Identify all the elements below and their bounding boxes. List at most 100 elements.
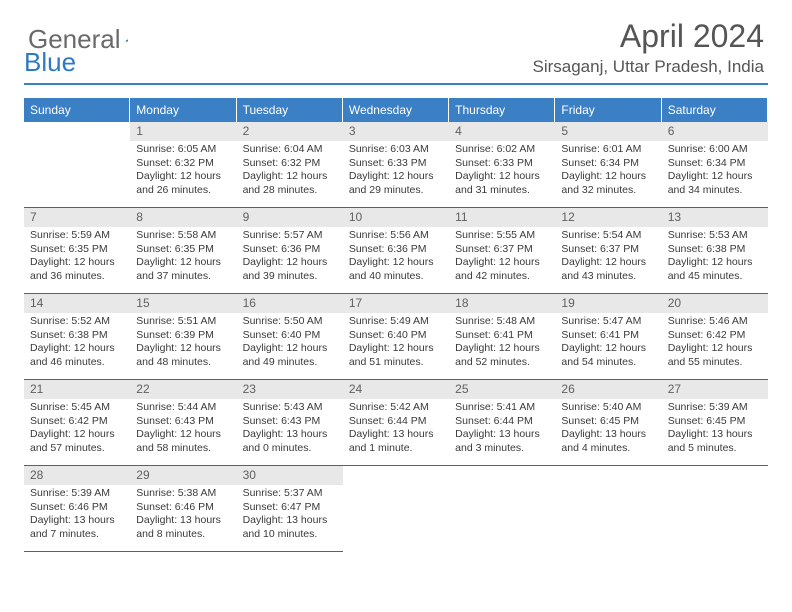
sun-data-line: and 34 minutes. (668, 184, 762, 197)
calendar-cell: 12Sunrise: 5:54 AMSunset: 6:37 PMDayligh… (555, 208, 661, 294)
sun-data-line: Sunrise: 5:46 AM (668, 315, 762, 328)
sun-data-line: Sunrise: 5:52 AM (30, 315, 124, 328)
sun-data-line: and 46 minutes. (30, 356, 124, 369)
cell-body: Sunrise: 5:46 AMSunset: 6:42 PMDaylight:… (662, 313, 768, 373)
cell-body: Sunrise: 5:58 AMSunset: 6:35 PMDaylight:… (130, 227, 236, 287)
sun-data-line: Sunrise: 5:39 AM (668, 401, 762, 414)
sun-data-line: Daylight: 12 hours (243, 342, 337, 355)
day-number: 22 (130, 380, 236, 399)
day-number: 21 (24, 380, 130, 399)
sun-data-line: Daylight: 12 hours (561, 170, 655, 183)
sun-data-line: Daylight: 13 hours (349, 428, 443, 441)
calendar-cell: 24Sunrise: 5:42 AMSunset: 6:44 PMDayligh… (343, 380, 449, 466)
day-number: 5 (555, 122, 661, 141)
sun-data-line: and 7 minutes. (30, 528, 124, 541)
day-number: 17 (343, 294, 449, 313)
calendar-cell (662, 466, 768, 552)
day-number: 20 (662, 294, 768, 313)
sun-data-line: Sunrise: 5:59 AM (30, 229, 124, 242)
sun-data-line: Sunrise: 5:57 AM (243, 229, 337, 242)
calendar-cell: 23Sunrise: 5:43 AMSunset: 6:43 PMDayligh… (237, 380, 343, 466)
day-number: 15 (130, 294, 236, 313)
sun-data-line: and 0 minutes. (243, 442, 337, 455)
day-number: 7 (24, 208, 130, 227)
calendar-cell (555, 466, 661, 552)
sun-data-line: Daylight: 12 hours (455, 256, 549, 269)
cell-body: Sunrise: 6:01 AMSunset: 6:34 PMDaylight:… (555, 141, 661, 201)
sun-data-line: Daylight: 12 hours (561, 342, 655, 355)
calendar-cell: 16Sunrise: 5:50 AMSunset: 6:40 PMDayligh… (237, 294, 343, 380)
day-number: 23 (237, 380, 343, 399)
sun-data-line: Daylight: 13 hours (668, 428, 762, 441)
sun-data-line: Daylight: 12 hours (30, 428, 124, 441)
sun-data-line: Sunset: 6:42 PM (30, 415, 124, 428)
calendar-cell: 22Sunrise: 5:44 AMSunset: 6:43 PMDayligh… (130, 380, 236, 466)
sun-data-line: Sunrise: 6:03 AM (349, 143, 443, 156)
day-number: 30 (237, 466, 343, 485)
calendar-cell (24, 122, 130, 208)
weekday-header: Saturday (662, 98, 768, 122)
sun-data-line: and 5 minutes. (668, 442, 762, 455)
calendar-cell: 3Sunrise: 6:03 AMSunset: 6:33 PMDaylight… (343, 122, 449, 208)
sun-data-line: Sunset: 6:37 PM (455, 243, 549, 256)
sun-data-line: Sunset: 6:32 PM (243, 157, 337, 170)
sun-data-line: Sunset: 6:43 PM (243, 415, 337, 428)
sun-data-line: and 51 minutes. (349, 356, 443, 369)
cell-body: Sunrise: 5:42 AMSunset: 6:44 PMDaylight:… (343, 399, 449, 459)
sun-data-line: Sunrise: 5:44 AM (136, 401, 230, 414)
calendar-cell: 7 Sunrise: 5:59 AMSunset: 6:35 PMDaylight… (24, 208, 130, 294)
cell-body: Sunrise: 5:47 AMSunset: 6:41 PMDaylight:… (555, 313, 661, 373)
sun-data-line: Daylight: 13 hours (243, 428, 337, 441)
calendar-cell: 30Sunrise: 5:37 AMSunset: 6:47 PMDayligh… (237, 466, 343, 552)
cell-body: Sunrise: 5:39 AMSunset: 6:46 PMDaylight:… (24, 485, 130, 545)
sun-data-line: Sunset: 6:35 PM (30, 243, 124, 256)
cell-body: Sunrise: 5:55 AMSunset: 6:37 PMDaylight:… (449, 227, 555, 287)
day-number: 12 (555, 208, 661, 227)
sun-data-line: Sunset: 6:41 PM (561, 329, 655, 342)
sun-data-line: Sunrise: 5:49 AM (349, 315, 443, 328)
sun-data-line: Sunset: 6:34 PM (561, 157, 655, 170)
calendar-cell (343, 466, 449, 552)
sun-data-line: Daylight: 13 hours (30, 514, 124, 527)
day-number: 10 (343, 208, 449, 227)
sun-data-line: Daylight: 13 hours (136, 514, 230, 527)
calendar-cell: 27Sunrise: 5:39 AMSunset: 6:45 PMDayligh… (662, 380, 768, 466)
sun-data-line: Daylight: 12 hours (668, 256, 762, 269)
sun-data-line: Sunrise: 5:56 AM (349, 229, 443, 242)
sun-data-line: Daylight: 12 hours (668, 170, 762, 183)
day-number: 8 (130, 208, 236, 227)
day-number: 4 (449, 122, 555, 141)
sun-data-line: Daylight: 12 hours (243, 170, 337, 183)
day-number: 26 (555, 380, 661, 399)
sun-data-line: and 26 minutes. (136, 184, 230, 197)
cell-body: Sunrise: 5:38 AMSunset: 6:46 PMDaylight:… (130, 485, 236, 545)
calendar-cell (449, 466, 555, 552)
calendar-cell: 17Sunrise: 5:49 AMSunset: 6:40 PMDayligh… (343, 294, 449, 380)
sun-data-line: and 42 minutes. (455, 270, 549, 283)
day-number: 3 (343, 122, 449, 141)
cell-body: Sunrise: 5:44 AMSunset: 6:43 PMDaylight:… (130, 399, 236, 459)
sun-data-line: Sunrise: 5:40 AM (561, 401, 655, 414)
calendar-cell: 19Sunrise: 5:47 AMSunset: 6:41 PMDayligh… (555, 294, 661, 380)
day-number: 29 (130, 466, 236, 485)
sun-data-line: and 1 minute. (349, 442, 443, 455)
day-number-empty (24, 122, 130, 141)
sun-data-line: and 28 minutes. (243, 184, 337, 197)
calendar-cell: 9Sunrise: 5:57 AMSunset: 6:36 PMDaylight… (237, 208, 343, 294)
sun-data-line: and 57 minutes. (30, 442, 124, 455)
logo-sail-icon (125, 29, 129, 51)
calendar-cell: 8Sunrise: 5:58 AMSunset: 6:35 PMDaylight… (130, 208, 236, 294)
sun-data-line: Daylight: 12 hours (30, 256, 124, 269)
day-number: 16 (237, 294, 343, 313)
sun-data-line: Sunset: 6:41 PM (455, 329, 549, 342)
cell-body: Sunrise: 5:41 AMSunset: 6:44 PMDaylight:… (449, 399, 555, 459)
calendar-cell: 28Sunrise: 5:39 AMSunset: 6:46 PMDayligh… (24, 466, 130, 552)
weekday-header: Wednesday (343, 98, 449, 122)
day-number: 18 (449, 294, 555, 313)
calendar-cell: 6Sunrise: 6:00 AMSunset: 6:34 PMDaylight… (662, 122, 768, 208)
calendar-cell: 15Sunrise: 5:51 AMSunset: 6:39 PMDayligh… (130, 294, 236, 380)
sun-data-line: Sunrise: 5:45 AM (30, 401, 124, 414)
sun-data-line: and 8 minutes. (136, 528, 230, 541)
sun-data-line: Sunset: 6:34 PM (668, 157, 762, 170)
day-number: 6 (662, 122, 768, 141)
